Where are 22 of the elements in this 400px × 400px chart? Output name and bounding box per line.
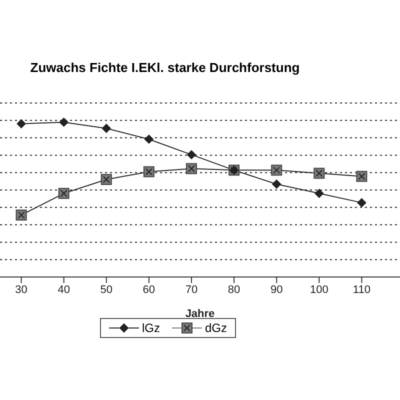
point <box>186 163 197 174</box>
x-tick-label: 110 <box>352 284 370 296</box>
point <box>144 134 154 144</box>
x-tick-label: 30 <box>15 284 28 296</box>
x-tick-label: 90 <box>270 284 283 296</box>
x-tick-label: 40 <box>58 284 70 296</box>
x-tick-label: 50 <box>100 284 113 296</box>
x-tick-label: 70 <box>185 284 198 296</box>
chart-title: Zuwachs Fichte I.EKl. starke Durchforstung <box>29 60 301 75</box>
point <box>272 180 282 189</box>
point <box>186 150 196 160</box>
legend-label: lGz <box>142 321 160 335</box>
legend-label: dGz <box>205 321 228 335</box>
x-tick-label: 80 <box>228 284 240 296</box>
x-tick-label: 60 <box>142 284 156 296</box>
point <box>59 118 68 127</box>
point <box>16 119 26 128</box>
point <box>102 124 111 133</box>
x-axis-title: Jahre <box>185 308 215 320</box>
point <box>357 198 366 208</box>
x-tick-label: 100 <box>310 284 328 296</box>
point <box>314 188 324 198</box>
